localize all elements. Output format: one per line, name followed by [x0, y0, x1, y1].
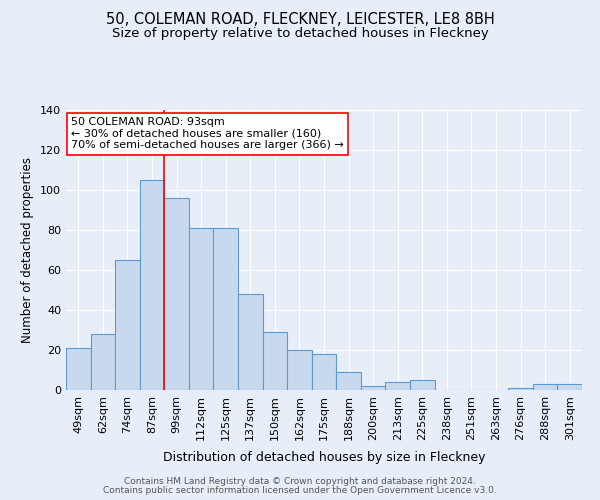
Bar [263, 332, 287, 390]
Bar [385, 382, 410, 390]
Text: Distribution of detached houses by size in Fleckney: Distribution of detached houses by size … [163, 451, 485, 464]
Bar [312, 354, 336, 390]
Bar [533, 384, 557, 390]
Bar [115, 260, 140, 390]
Text: 50, COLEMAN ROAD, FLECKNEY, LEICESTER, LE8 8BH: 50, COLEMAN ROAD, FLECKNEY, LEICESTER, L… [106, 12, 494, 28]
Text: Contains public sector information licensed under the Open Government Licence v3: Contains public sector information licen… [103, 486, 497, 495]
Text: 50 COLEMAN ROAD: 93sqm
← 30% of detached houses are smaller (160)
70% of semi-de: 50 COLEMAN ROAD: 93sqm ← 30% of detached… [71, 117, 344, 150]
Bar [557, 384, 582, 390]
Bar [140, 180, 164, 390]
Bar [361, 386, 385, 390]
Bar [410, 380, 434, 390]
Text: Size of property relative to detached houses in Fleckney: Size of property relative to detached ho… [112, 28, 488, 40]
Bar [91, 334, 115, 390]
Bar [66, 348, 91, 390]
Bar [238, 294, 263, 390]
Text: Contains HM Land Registry data © Crown copyright and database right 2024.: Contains HM Land Registry data © Crown c… [124, 477, 476, 486]
Bar [287, 350, 312, 390]
Y-axis label: Number of detached properties: Number of detached properties [22, 157, 34, 343]
Bar [189, 228, 214, 390]
Bar [336, 372, 361, 390]
Bar [164, 198, 189, 390]
Bar [214, 228, 238, 390]
Bar [508, 388, 533, 390]
